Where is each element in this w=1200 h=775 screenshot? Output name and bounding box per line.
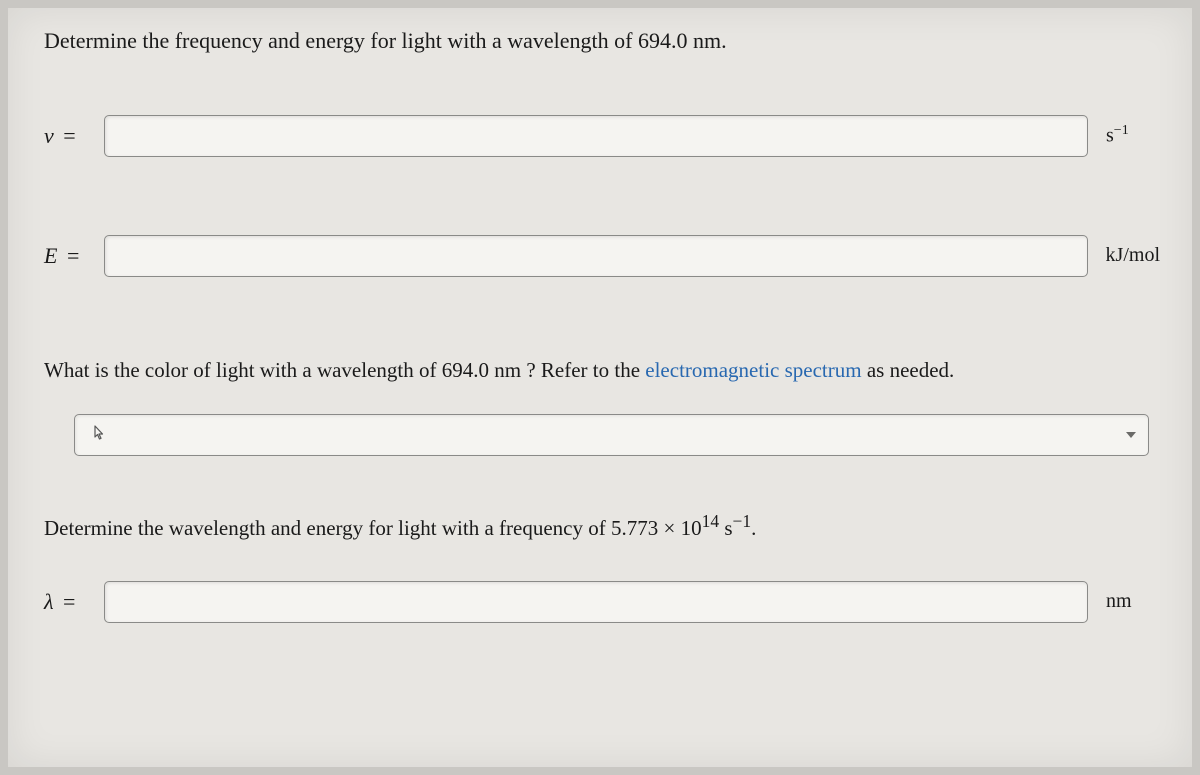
energy-input[interactable] (104, 235, 1088, 277)
color-dropdown[interactable] (74, 414, 1149, 456)
wavelength-row: λ = nm (44, 581, 1160, 623)
energy-row: E = kJ/mol (44, 235, 1160, 277)
q2-prompt: What is the color of light with a wavele… (44, 355, 1160, 387)
q2-prompt-pre: What is the color of light with a wavele… (44, 358, 645, 382)
frequency-row: v = s−1 (44, 115, 1160, 157)
frequency-input[interactable] (104, 115, 1088, 157)
frequency-unit: s−1 (1100, 123, 1160, 148)
color-dropdown-row (44, 414, 1160, 456)
energy-unit: kJ/mol (1100, 244, 1160, 267)
chevron-down-icon (1126, 432, 1136, 438)
q2-prompt-post: as needed. (862, 358, 955, 382)
q3-prompt: Determine the wavelength and energy for … (44, 508, 1160, 545)
electromagnetic-spectrum-link[interactable]: electromagnetic spectrum (645, 358, 861, 382)
wavelength-input[interactable] (104, 581, 1088, 623)
wavelength-unit: nm (1100, 590, 1160, 613)
energy-symbol: E = (44, 243, 92, 269)
q1-prompt: Determine the frequency and energy for l… (44, 26, 1160, 57)
pointer-icon (87, 424, 109, 446)
frequency-symbol: v = (44, 123, 92, 149)
question-panel: Determine the frequency and energy for l… (8, 8, 1192, 767)
wavelength-symbol: λ = (44, 589, 92, 615)
